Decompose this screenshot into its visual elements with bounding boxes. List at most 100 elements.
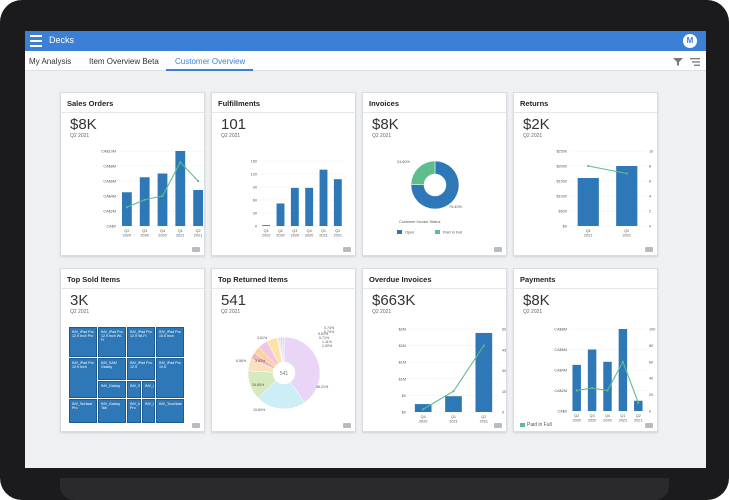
treemap-cell[interactable]: INV_iPad Pro 12.9 Inch Wi-Fi: [98, 327, 126, 357]
keyboard-icon[interactable]: [192, 247, 200, 252]
y2-tick-label: 60: [649, 360, 653, 364]
kpi-value: 541: [221, 292, 247, 309]
treemap-cell[interactable]: INV_SAM Galaxy: [98, 358, 126, 380]
treemap-cell[interactable]: INV_Touchbar: [156, 399, 184, 423]
keyboard-icon[interactable]: [645, 247, 653, 252]
treemap-cell[interactable]: INV_Surface: [127, 381, 141, 398]
kpi-period: Q2 2021: [372, 309, 392, 315]
slice-label: 1.11%: [322, 340, 333, 344]
keyboard-icon[interactable]: [192, 423, 200, 428]
chart-point: [482, 344, 485, 347]
payments-chart: CA$8MCA$6MCA$4MCA$2MCA$0100806040200Q220…: [554, 328, 655, 423]
kpi-period: Q2 2021: [221, 133, 241, 139]
y2-tick-label: 20: [649, 393, 653, 397]
chart-bar: [175, 151, 186, 226]
card-top-returned-items[interactable]: Top Returned Items 541 Q2 2021 541 3.61% 6…: [211, 268, 356, 432]
chart-bar: [634, 400, 643, 411]
y2-tick-label: 0: [649, 225, 651, 229]
y-tick-label: $0: [563, 225, 567, 229]
y-tick-label: CA$8M: [103, 165, 116, 169]
card-fulfillments[interactable]: Fulfillments 101 Q2 2021 150 120 90 60 30 0 Q1…: [211, 92, 356, 256]
chart-point: [606, 389, 609, 392]
treemap-cell[interactable]: INV_Galaxy: [98, 381, 126, 398]
treemap-cell[interactable]: INV_Surface Pro: [69, 399, 97, 423]
chart-point: [591, 386, 594, 390]
x-tick-label: 2021: [619, 419, 627, 423]
y-tick-label: 60: [253, 199, 257, 203]
kpi-period: Q2 2021: [523, 309, 543, 315]
keyboard-icon[interactable]: [494, 423, 502, 428]
y2-tick-label: 10: [649, 150, 653, 154]
avatar[interactable]: M: [683, 34, 697, 48]
chart-point: [452, 390, 455, 393]
card-payments[interactable]: Payments $8K Q2 2021 CA$8M CA$6M CA$4M CA$2…: [513, 268, 658, 432]
chart-bar: [139, 177, 150, 226]
chart-point: [587, 164, 590, 168]
y-tick-label: CA$2M: [554, 389, 567, 393]
card-sales-orders[interactable]: Sales Orders $8K Q2 2021 CA$10M CA$8M CA$6…: [60, 92, 205, 256]
y2-tick-label: 0: [502, 411, 504, 415]
keyboard-icon[interactable]: [343, 423, 351, 428]
treemap-cell[interactable]: INV_Kindle: [142, 399, 155, 423]
y-tick-label: $2M: [399, 328, 406, 332]
x-tick-label: Q2: [636, 414, 641, 418]
y2-tick-label: 30: [502, 369, 506, 373]
pie-slice: [410, 160, 436, 185]
treemap-cell[interactable]: INV_MacBook Pro: [127, 399, 141, 423]
tab-customer-overview[interactable]: Customer Overview: [175, 57, 246, 66]
y-tick-label: 150: [251, 160, 257, 164]
hamburger-icon[interactable]: [30, 35, 42, 47]
card-top-sold-items[interactable]: Top Sold Items 3K Q2 2021 INV_iPad Pro 1…: [60, 268, 205, 432]
chart-line: [588, 165, 627, 175]
y2-tick-label: 15: [502, 390, 506, 394]
keyboard-icon[interactable]: [645, 423, 653, 428]
slice-label: 15.80%: [253, 408, 266, 412]
kpi-value: 101: [221, 116, 247, 133]
card-overdue-invoices[interactable]: Overdue Invoices $663K Q2 2021 $2M $2M $1M…: [362, 268, 507, 432]
card-returns[interactable]: Returns $2K Q2 2021 $2500 $2000 $1500 $1000…: [513, 92, 658, 256]
chart-bar: [445, 396, 462, 412]
treemap-cell[interactable]: INV_iPad Pro 12.9 Inch Pro: [69, 327, 97, 357]
filter-icon[interactable]: [673, 57, 683, 67]
x-tick-label: Q4: [421, 415, 426, 419]
chart-point: [621, 360, 624, 363]
slice-label: 48.21%: [316, 385, 329, 389]
x-tick-label: 2021: [176, 234, 184, 238]
more-icon[interactable]: [690, 57, 700, 67]
chart-bar: [333, 179, 342, 226]
treemap-cell[interactable]: INV_iPad Pro 12.9 Wi-Fi: [127, 327, 155, 357]
treemap-cell[interactable]: INV_iPad Pro 10.5 Inch: [156, 327, 184, 357]
y2-tick-label: 2: [649, 210, 651, 214]
keyboard-icon[interactable]: [343, 247, 351, 252]
treemap-cell[interactable]: INV_iPad Pro 12.9 Inch: [69, 358, 97, 398]
x-tick-label: 2021: [449, 420, 457, 424]
tab-my-analysis[interactable]: My Analysis: [29, 57, 72, 66]
card-title: Invoices: [369, 99, 400, 108]
device-stand: [60, 478, 669, 500]
y-tick-label: CA$8M: [554, 328, 567, 332]
chart-point: [125, 206, 128, 209]
y2-tick-label: 45: [502, 348, 506, 352]
kpi-value: 3K: [70, 292, 89, 309]
treemap-cell[interactable]: INV_Galaxy Tab: [98, 399, 126, 423]
x-tick-label: 2021: [194, 234, 202, 238]
y2-tick-label: 60: [502, 328, 506, 332]
keyboard-icon[interactable]: [494, 247, 502, 252]
pie-slice: [410, 160, 460, 210]
x-tick-label: Q4: [160, 229, 165, 233]
card-invoices[interactable]: Invoices $8K Q2 2021 8M 24.60% 75.40% Custo…: [362, 92, 507, 256]
slice-label: 0.74%: [324, 326, 335, 330]
kpi-value: $8K: [372, 116, 399, 133]
treemap-cell[interactable]: INV_iPad Pro 12.9: [127, 358, 155, 380]
tab-item-overview-beta[interactable]: Item Overview Beta: [89, 57, 159, 66]
x-tick-label: 2021: [584, 234, 592, 238]
chart-bar: [262, 225, 271, 226]
chart-point: [179, 161, 182, 164]
slice-label: 26.80%: [252, 383, 265, 387]
treemap-cell[interactable]: INV_iPad Pro 10.5: [156, 358, 184, 398]
returns-chart: $2500$2000$1500$1000$500$01086420Q12021Q…: [556, 150, 653, 238]
treemap-cell[interactable]: INV_iPhone: [142, 381, 155, 398]
y2-tick-label: 80: [649, 344, 653, 348]
y-tick-label: $0: [402, 411, 406, 415]
